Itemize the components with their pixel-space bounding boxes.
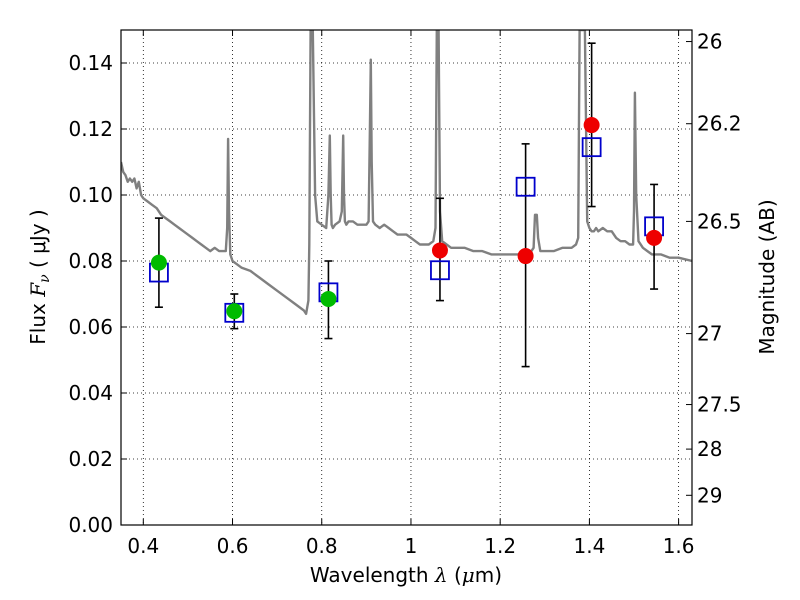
observed-flux-marker: [226, 303, 243, 320]
observed-flux-marker: [150, 254, 167, 271]
observed-flux-marker: [583, 117, 600, 134]
y-tick-label: 0.08: [68, 249, 113, 273]
y-tick-label: 0.04: [68, 381, 113, 405]
model-spectrum-line: [121, 30, 692, 315]
x-axis-title: Wavelength λ (μm): [310, 563, 502, 587]
y-tick-label: 0.12: [68, 117, 113, 141]
y2-tick-label: 28: [697, 437, 722, 461]
x-tick-label: 1.2: [484, 534, 516, 558]
model-flux-marker: [430, 260, 450, 281]
model-flux-marker: [581, 137, 602, 158]
y-axis-title: Flux Fν ( μJy ): [26, 209, 53, 344]
y-tick-label: 0.00: [68, 513, 113, 537]
plot-frame: [120, 29, 693, 526]
y2-tick-label: 27: [697, 322, 722, 346]
observed-marker-layer: [150, 117, 663, 320]
x-tick-label: 1.6: [663, 534, 695, 558]
y2-tick-label: 27.5: [697, 393, 742, 417]
y2-axis-title: Magnitude (AB): [755, 199, 779, 354]
x-tick-label: 0.4: [127, 534, 159, 558]
spectrum-layer: [121, 30, 692, 315]
y-tick-label: 0.14: [68, 51, 113, 75]
observed-flux-marker: [431, 242, 448, 259]
model-flux-marker: [515, 176, 536, 197]
y2-tick-label: 26: [697, 30, 722, 54]
y-tick-label: 0.10: [68, 183, 113, 207]
observed-flux-marker: [320, 290, 337, 307]
x-tick-label: 0.8: [306, 534, 338, 558]
x-tick-label: 0.6: [217, 534, 249, 558]
y2-tick-label: 29: [697, 483, 722, 507]
x-tick-label: 1.4: [573, 534, 605, 558]
x-tick-label: 1: [405, 534, 418, 558]
y2-tick-label: 26.2: [697, 112, 742, 136]
observed-flux-marker: [517, 248, 534, 265]
axis-ticks: 0.4 0.6 0.8 1 1.2 1.4 1.6 0.00 0.02 0.04 0.06 0.08 0…: [68, 30, 741, 558]
observed-flux-marker: [646, 229, 663, 246]
y-tick-label: 0.06: [68, 315, 113, 339]
grid-lines: [121, 30, 692, 526]
y-tick-label: 0.02: [68, 447, 113, 471]
y2-tick-label: 26.5: [697, 209, 742, 233]
